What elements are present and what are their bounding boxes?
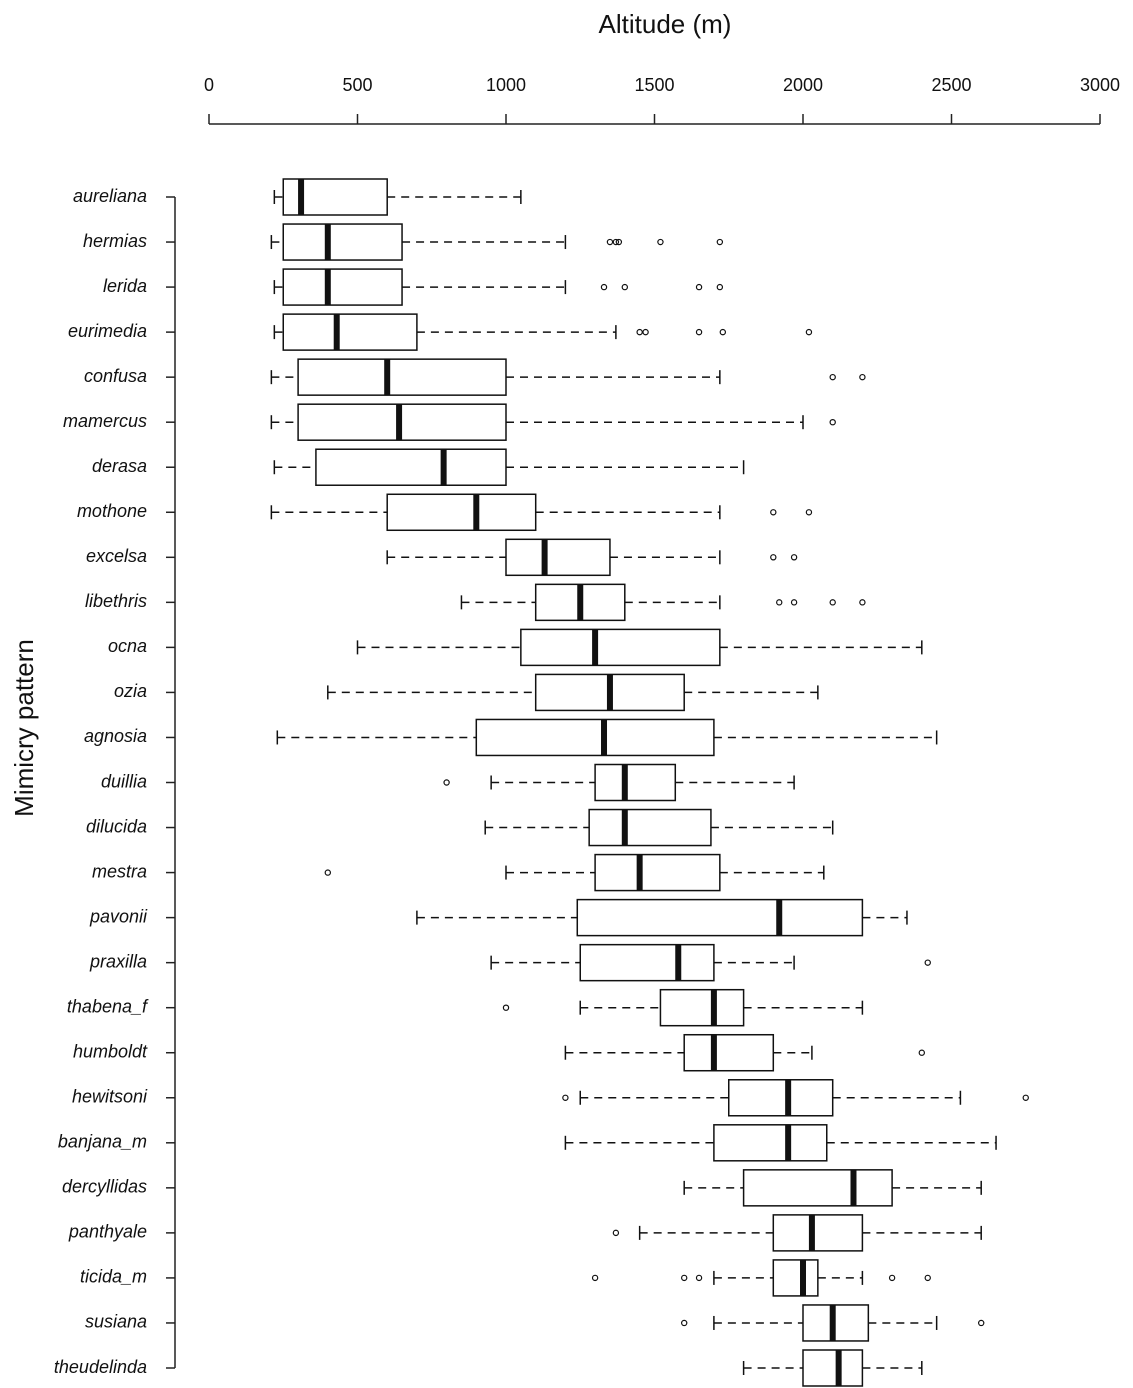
box xyxy=(505,538,611,577)
outlier xyxy=(888,1274,896,1282)
box xyxy=(315,448,507,486)
outlier xyxy=(716,238,724,246)
x-tick-label: 500 xyxy=(342,75,372,95)
y-tick-label: libethris xyxy=(85,591,147,611)
outlier xyxy=(790,599,798,606)
outlier xyxy=(443,779,450,786)
y-tick-label: mothone xyxy=(77,501,147,521)
y-tick-label: mestra xyxy=(92,861,147,881)
box xyxy=(588,808,712,847)
outlier xyxy=(600,283,608,291)
outlier xyxy=(636,328,643,336)
outlier xyxy=(829,418,836,426)
box xyxy=(683,1033,775,1072)
box xyxy=(520,628,721,667)
box xyxy=(576,898,864,937)
box xyxy=(728,1079,834,1117)
outlier xyxy=(1022,1094,1029,1101)
y-tick-label: praxilla xyxy=(89,951,147,971)
y-tick-label: agnosia xyxy=(84,726,147,746)
outlier xyxy=(562,1094,569,1101)
y-tick-label: aureliana xyxy=(73,186,147,206)
outlier xyxy=(776,599,783,606)
box xyxy=(802,1349,864,1387)
y-tick-label: derasa xyxy=(92,456,147,476)
y-tick-label: dercyllidas xyxy=(62,1177,147,1197)
outlier xyxy=(695,328,703,336)
outlier xyxy=(612,238,620,246)
outlier xyxy=(918,1049,926,1056)
y-tick-label: thabena_f xyxy=(67,996,149,1016)
outlier xyxy=(695,1274,703,1282)
outlier xyxy=(606,238,614,246)
outlier xyxy=(621,283,629,291)
y-tick-label: excelsa xyxy=(86,546,147,566)
outlier xyxy=(642,328,649,336)
outlier xyxy=(805,328,813,336)
y-tick-label: lerida xyxy=(103,276,147,296)
outlier xyxy=(657,238,664,246)
x-axis-title: Altitude (m) xyxy=(599,9,732,39)
box xyxy=(713,1124,828,1162)
x-tick-label: 2000 xyxy=(783,75,823,95)
y-axis-title: Mimicry pattern xyxy=(9,639,39,817)
y-tick-label: dilucida xyxy=(86,816,147,836)
y-tick-label: hermias xyxy=(83,231,147,251)
outlier xyxy=(612,1229,620,1237)
y-tick-label: eurimedia xyxy=(68,321,147,341)
y-tick-label: banjana_m xyxy=(58,1132,147,1152)
y-tick-label: ticida_m xyxy=(80,1267,147,1287)
x-tick-label: 1000 xyxy=(486,75,526,95)
y-tick-label: mamercus xyxy=(63,411,147,431)
box xyxy=(742,1169,893,1207)
box xyxy=(386,493,537,532)
x-tick-label: 1500 xyxy=(634,75,674,95)
outlier xyxy=(591,1274,599,1282)
x-tick-label: 2500 xyxy=(931,75,971,95)
box xyxy=(772,1259,819,1297)
outlier xyxy=(829,373,836,381)
box xyxy=(475,718,715,757)
box xyxy=(772,1214,864,1252)
outlier xyxy=(770,509,777,516)
outlier xyxy=(924,959,931,966)
outlier xyxy=(859,373,866,381)
x-tick-label: 0 xyxy=(204,75,214,95)
y-tick-label: hewitsoni xyxy=(72,1087,148,1107)
outlier xyxy=(716,283,724,291)
outlier xyxy=(615,238,623,246)
y-tick-label: ocna xyxy=(108,636,147,656)
y-tick-label: panthyale xyxy=(68,1222,147,1242)
outlier xyxy=(324,869,331,876)
outlier xyxy=(681,1319,688,1327)
outlier xyxy=(719,328,727,336)
outlier xyxy=(770,554,777,561)
y-tick-label: confusa xyxy=(84,366,147,386)
y-tick-label: duillia xyxy=(101,771,147,791)
box xyxy=(579,943,715,982)
y-tick-label: ozia xyxy=(114,681,147,701)
outlier xyxy=(790,554,798,561)
box xyxy=(594,853,721,892)
y-tick-label: susiana xyxy=(85,1312,147,1332)
outlier xyxy=(681,1274,688,1282)
outlier xyxy=(978,1319,985,1327)
outlier xyxy=(805,509,813,516)
outlier xyxy=(859,599,866,606)
y-tick-label: humboldt xyxy=(73,1041,148,1061)
box xyxy=(297,358,507,396)
outlier xyxy=(924,1274,931,1282)
y-tick-label: pavonii xyxy=(89,906,148,926)
box xyxy=(282,313,418,351)
box xyxy=(282,268,403,306)
box xyxy=(659,988,745,1027)
box xyxy=(594,763,677,802)
outlier xyxy=(695,283,703,291)
outlier xyxy=(502,1004,510,1011)
box xyxy=(282,223,403,261)
outlier xyxy=(829,599,836,606)
x-tick-label: 3000 xyxy=(1080,75,1120,95)
y-tick-label: theudelinda xyxy=(54,1357,147,1377)
